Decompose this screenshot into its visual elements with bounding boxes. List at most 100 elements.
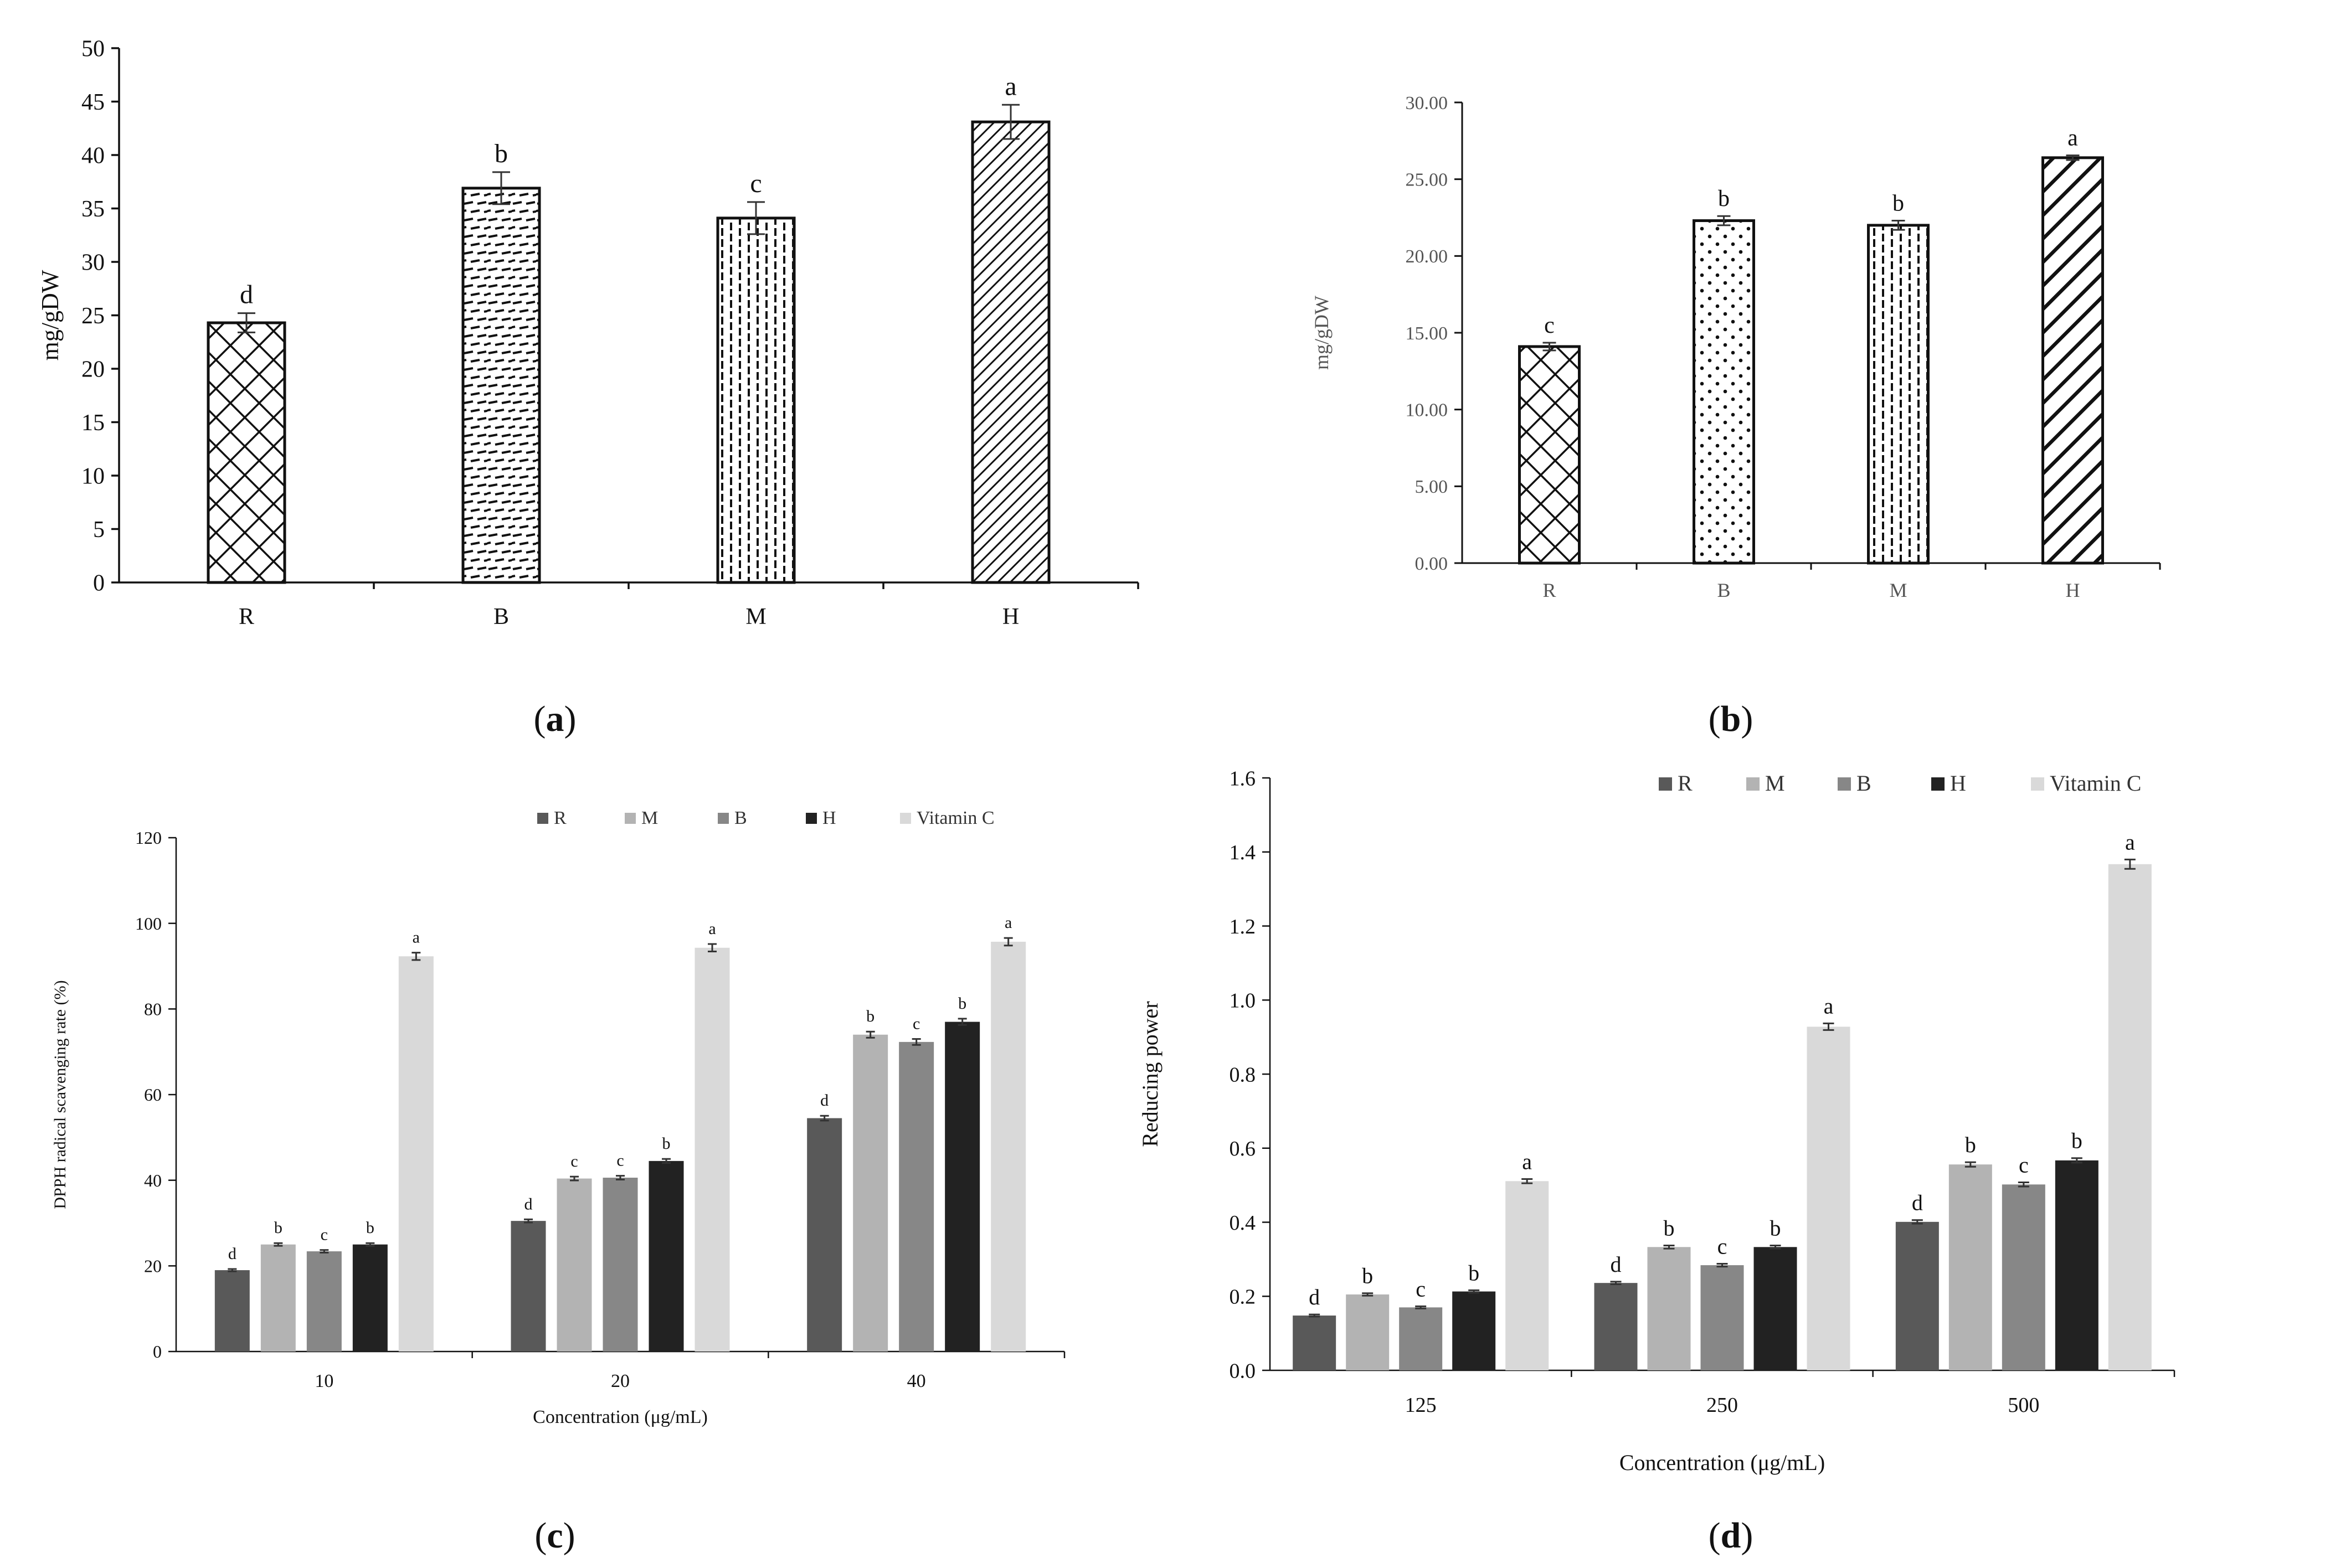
x-category-label: B: [1717, 579, 1730, 601]
significance-letter: d: [228, 1245, 236, 1263]
significance-letter: b: [1468, 1260, 1479, 1285]
significance-letter: c: [570, 1152, 578, 1170]
y-tick-label: 20.00: [1406, 246, 1448, 267]
bar: [1346, 1294, 1390, 1370]
bar: [1895, 1221, 1939, 1370]
significance-letter: b: [1362, 1263, 1373, 1288]
bar: [2055, 1160, 2098, 1370]
y-tick-label: 0.8: [1230, 1063, 1256, 1086]
legend-label: M: [641, 808, 658, 828]
y-tick-label: 45: [81, 90, 105, 115]
bar: [2002, 1184, 2045, 1370]
y-tick-label: 0.2: [1230, 1286, 1256, 1309]
bar: [1293, 1316, 1336, 1370]
x-category-label: H: [1002, 604, 1019, 630]
y-tick-label: 20: [81, 357, 105, 383]
y-tick-label: 30: [81, 250, 105, 276]
y-tick-label: 30.00: [1406, 93, 1448, 114]
bar: [1948, 1164, 1992, 1370]
legend-label: M: [1765, 771, 1785, 796]
bar: [1647, 1247, 1691, 1370]
y-tick-label: 60: [144, 1085, 162, 1105]
y-tick-label: 0: [93, 571, 105, 596]
significance-letter: d: [1611, 1252, 1622, 1277]
chart-panel-c: 0 20 40 60 80 100 120 DPPH radical scavenging r…: [51, 808, 1066, 1556]
significance-letter: a: [708, 920, 716, 938]
legend-label: R: [1678, 771, 1693, 796]
significance-letter: d: [524, 1195, 533, 1213]
panel-caption: (b): [1709, 699, 1753, 739]
y-tick-label: 1.2: [1230, 915, 1256, 938]
x-category-label: R: [239, 604, 254, 630]
panel-caption: (a): [534, 699, 577, 739]
significance-letter: d: [820, 1091, 829, 1110]
legend-label: B: [1856, 771, 1871, 796]
bar: [716, 216, 796, 584]
x-axis-label: Concentration (μg/mL): [533, 1407, 708, 1427]
significance-letter: a: [1005, 71, 1016, 101]
significance-letter: a: [1522, 1149, 1532, 1174]
bar: [1594, 1283, 1638, 1370]
significance-letter: b: [1770, 1215, 1781, 1240]
significance-letter: a: [2067, 126, 2078, 151]
bar: [2041, 156, 2104, 565]
y-tick-label: 1.4: [1230, 841, 1256, 864]
bar: [1518, 345, 1581, 565]
y-tick-label: 5.00: [1415, 477, 1448, 497]
significance-letter: b: [2071, 1128, 2082, 1153]
x-category-label: M: [745, 604, 766, 630]
y-tick-label: 15: [81, 410, 105, 436]
x-category-label: B: [493, 604, 509, 630]
significance-letter: b: [1892, 191, 1904, 216]
bar: [1867, 224, 1930, 565]
bar: [1693, 219, 1755, 565]
y-tick-label: 25: [81, 303, 105, 329]
significance-letter: c: [913, 1014, 920, 1033]
legend-label: Vitamin C: [2050, 771, 2141, 796]
bar: [1753, 1247, 1797, 1370]
y-tick-label: 10.00: [1406, 400, 1448, 421]
y-axis-label: mg/gDW: [37, 270, 64, 360]
significance-letter: d: [1309, 1285, 1320, 1309]
significance-letter: a: [413, 929, 420, 947]
y-axis-label: DPPH radical scavenging rate (%): [51, 980, 69, 1209]
bar: [260, 1244, 296, 1352]
y-tick-label: 50: [81, 37, 105, 62]
bar: [807, 1118, 842, 1352]
y-tick-label: 25.00: [1406, 170, 1448, 190]
y-tick-label: 0.00: [1415, 554, 1448, 574]
legend-swatch: [2031, 777, 2044, 791]
legend-swatch: [1746, 777, 1760, 791]
y-tick-label: 35: [81, 197, 105, 222]
legend-swatch: [1931, 777, 1945, 791]
panel-caption: (c): [534, 1515, 575, 1556]
y-tick-label: 100: [135, 914, 162, 933]
legend-swatch: [900, 813, 911, 824]
bar: [971, 120, 1051, 584]
bar: [1700, 1265, 1744, 1370]
significance-letter: c: [1544, 313, 1555, 338]
bar: [352, 1244, 388, 1352]
legend-label: R: [554, 808, 567, 828]
chart-panel-b: 0.00 5.00 10.00 15.00 20.00 25.00 30.00 mg/gDW R…: [1310, 93, 2161, 739]
significance-letter: c: [616, 1152, 624, 1170]
significance-letter: c: [2019, 1153, 2029, 1178]
y-tick-label: 5: [93, 517, 105, 543]
legend-swatch: [718, 813, 729, 824]
significance-letter: c: [1717, 1234, 1727, 1258]
y-tick-label: 120: [135, 828, 162, 848]
panel-caption: (d): [1709, 1515, 1753, 1556]
significance-letter: b: [274, 1219, 282, 1237]
y-axis-label: mg/gDW: [1310, 296, 1333, 370]
significance-letter: a: [1005, 914, 1012, 932]
bar: [2108, 864, 2152, 1370]
bar: [306, 1251, 342, 1352]
legend-swatch: [1659, 777, 1672, 791]
y-axis-label: Reducing power: [1138, 1001, 1163, 1147]
bar: [398, 956, 434, 1352]
y-tick-label: 0.0: [1230, 1359, 1256, 1383]
significance-letter: c: [321, 1226, 328, 1244]
significance-letter: b: [1965, 1132, 1976, 1157]
bar: [649, 1160, 684, 1352]
